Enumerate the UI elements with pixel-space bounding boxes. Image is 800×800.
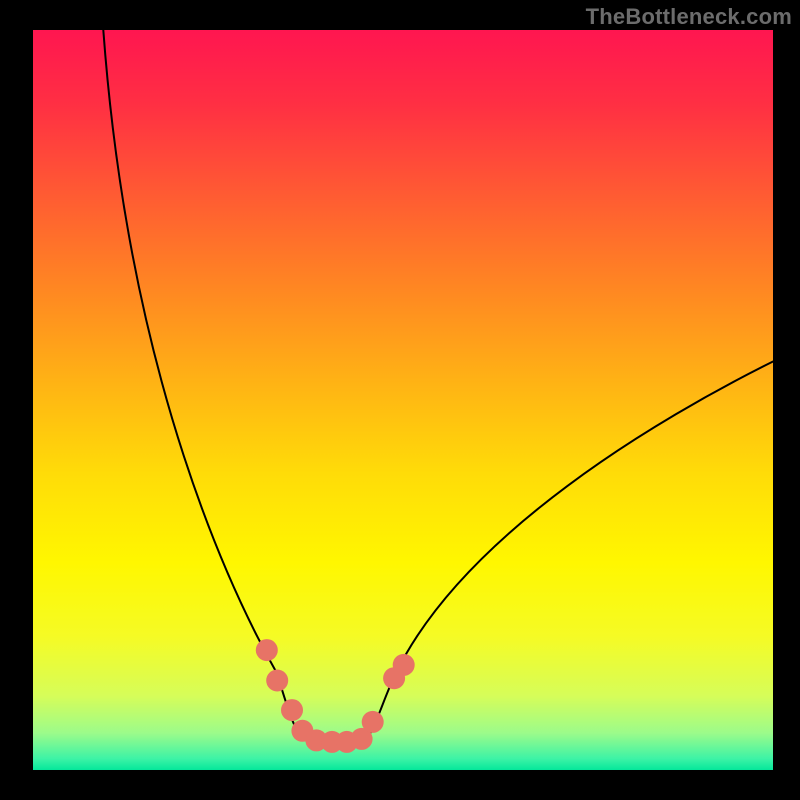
watermark-text: TheBottleneck.com — [586, 4, 792, 30]
chart-container: { "watermark": { "text": "TheBottleneck.… — [0, 0, 800, 800]
marker-point — [266, 670, 288, 692]
marker-point — [362, 711, 384, 733]
marker-point — [393, 654, 415, 676]
marker-point — [256, 639, 278, 661]
marker-point — [281, 699, 303, 721]
bottleneck-chart — [0, 0, 800, 800]
